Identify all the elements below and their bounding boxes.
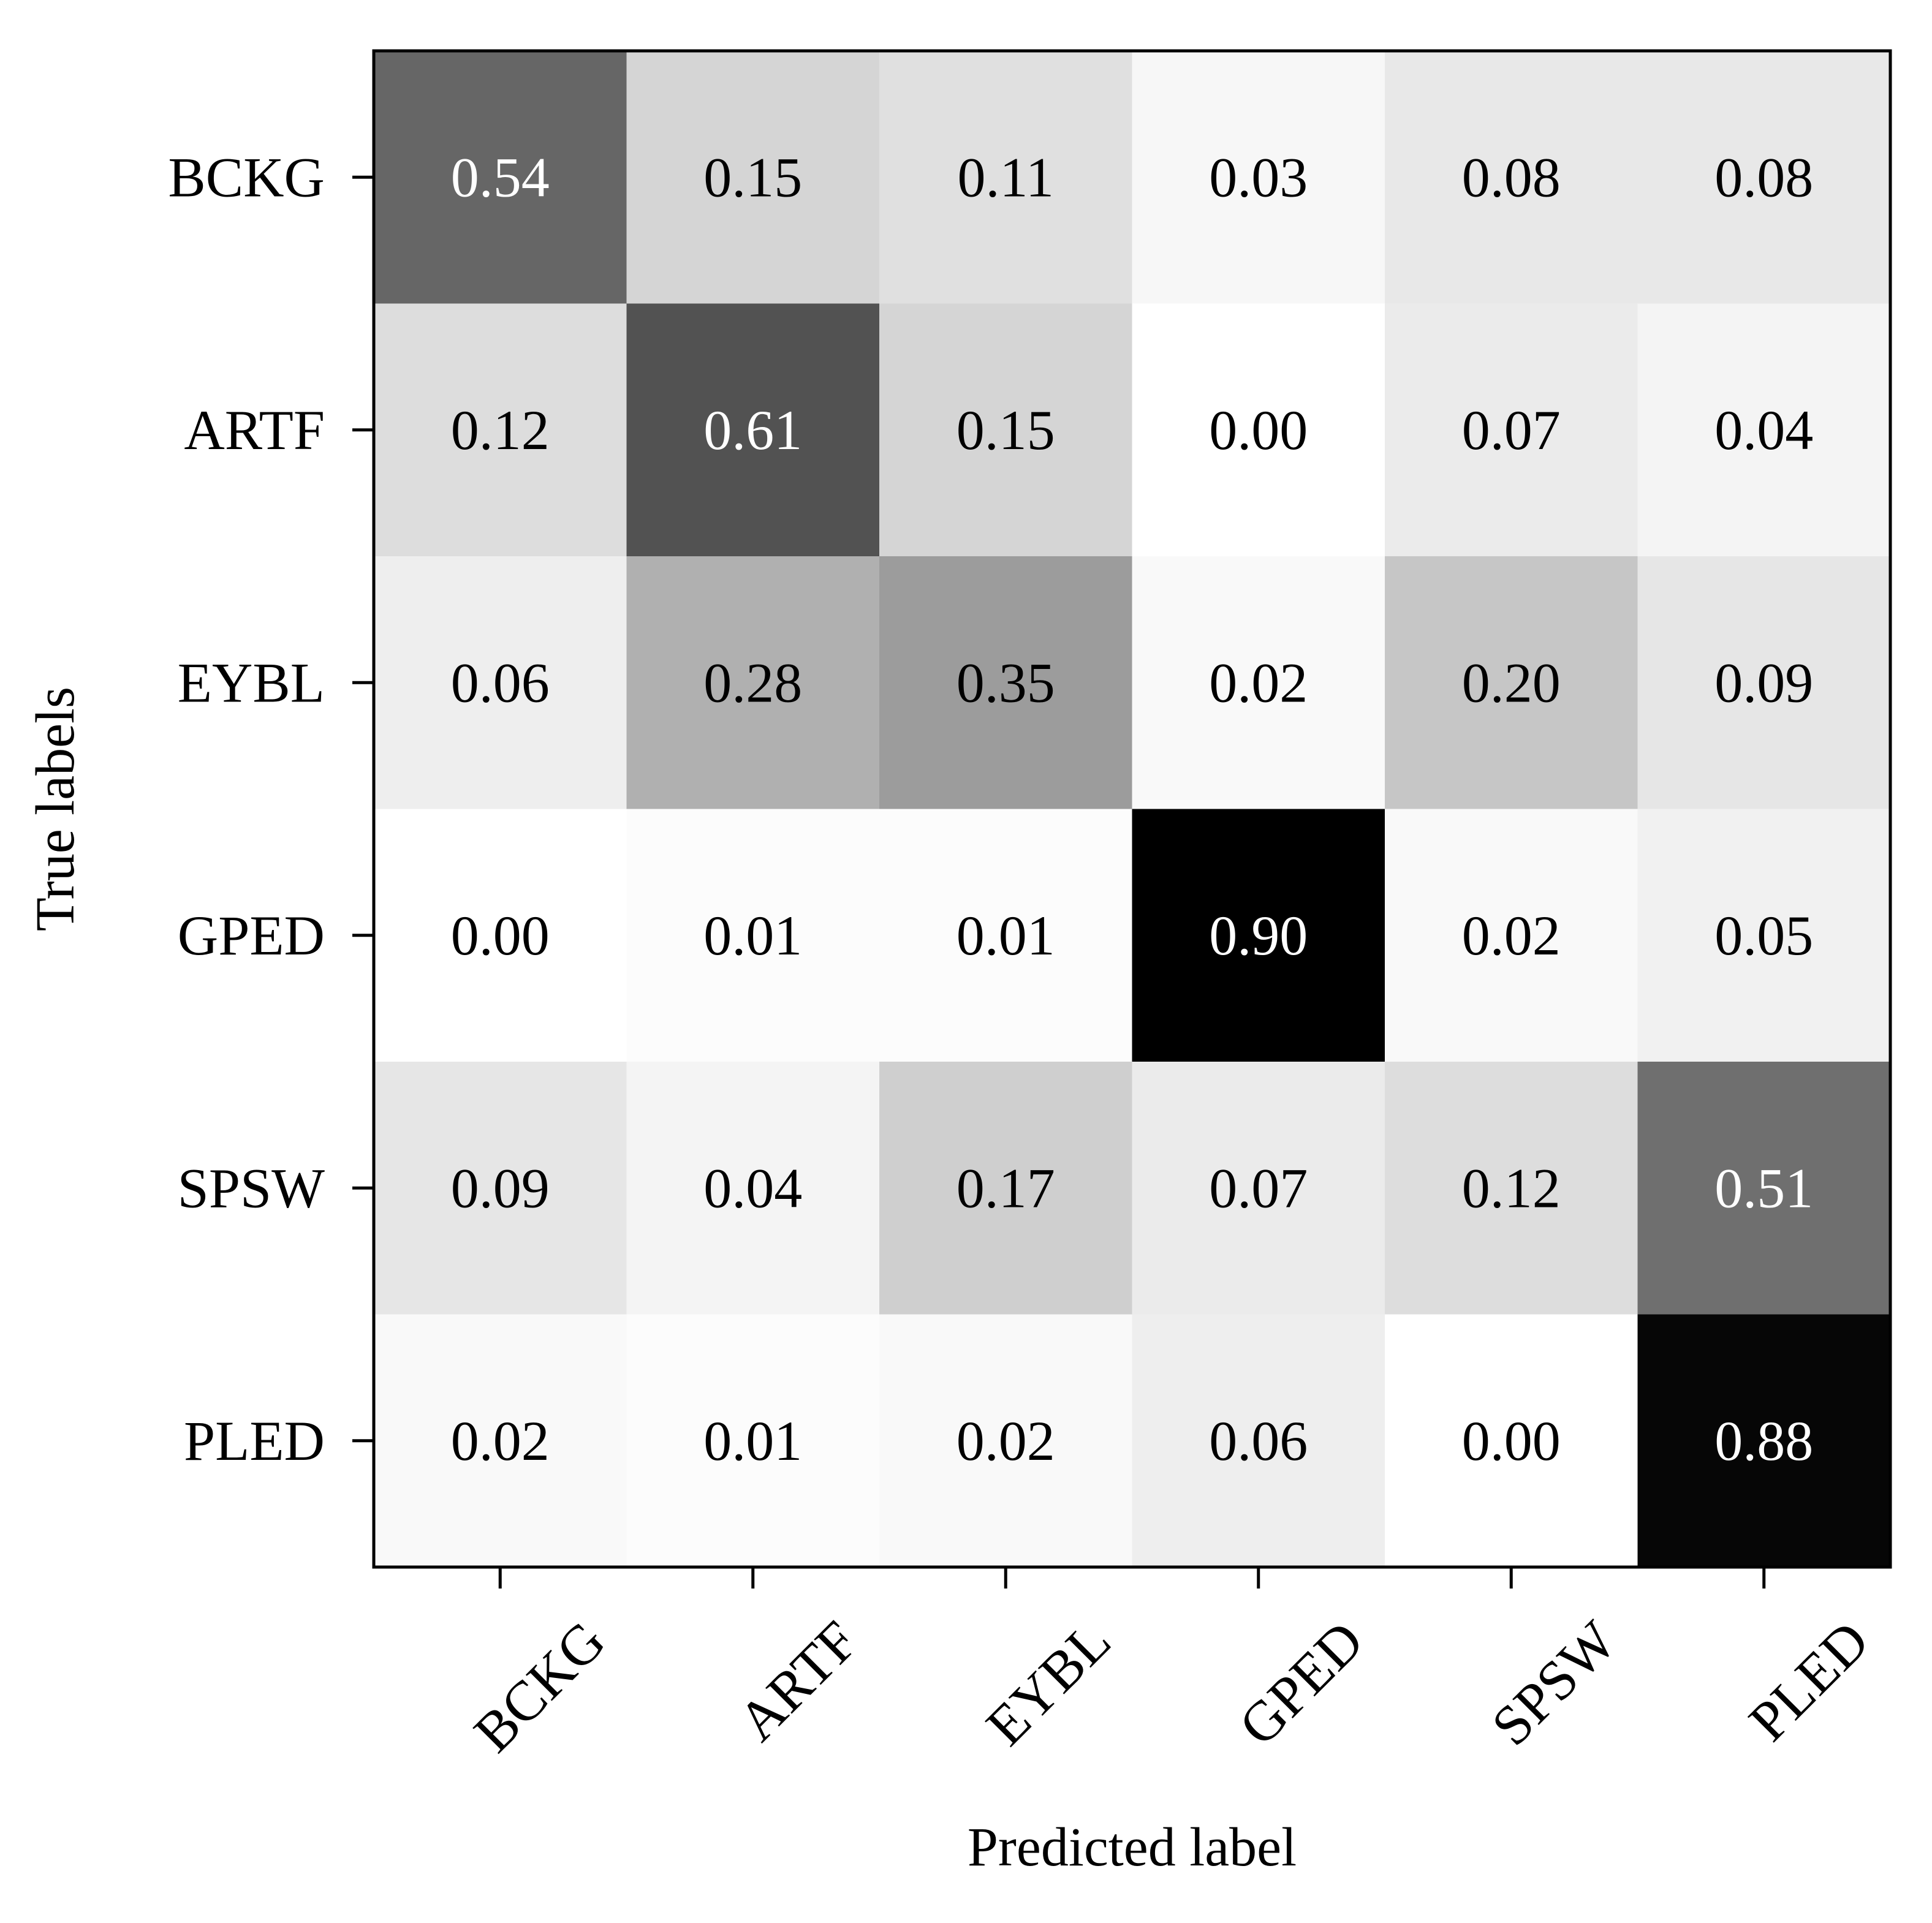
heatmap-cell — [1637, 556, 1891, 809]
y-axis-ticks: BCKG ARTF EYBL GPED SPSW PLED — [168, 146, 374, 1472]
cell-value-label: 0.35 — [957, 651, 1055, 714]
heatmap-cell — [1385, 556, 1638, 809]
y-tick-label: PLED — [184, 1410, 325, 1472]
cell-value-label: 0.11 — [957, 146, 1054, 208]
cell-value-label: 0.04 — [703, 1157, 802, 1219]
cell-value-label: 0.54 — [451, 146, 550, 208]
x-axis-ticks: BCKG ARTF EYBL GPED SPSW PLED — [462, 1567, 1881, 1764]
cell-value-label: 0.02 — [1209, 651, 1308, 714]
cell-value-label: 0.08 — [1714, 146, 1813, 208]
heatmap-cell — [1385, 303, 1638, 557]
heatmap-cell — [879, 1062, 1132, 1315]
heatmap-cells — [374, 51, 1891, 1568]
plot-frame — [372, 49, 1892, 1569]
x-tick-label: ARTF — [726, 1609, 870, 1753]
cell-value-label: 0.15 — [957, 399, 1055, 461]
heatmap-cell — [1637, 51, 1891, 304]
heatmap-cell — [374, 1062, 627, 1315]
cell-value-label: 0.17 — [957, 1157, 1055, 1219]
x-axis-label: Predicted label — [968, 1817, 1297, 1878]
cell-value-label: 0.06 — [451, 651, 550, 714]
heatmap-cell — [374, 303, 627, 557]
cell-value-label: 0.12 — [451, 399, 550, 461]
heatmap-cell — [1637, 809, 1891, 1062]
cell-value-label: 0.02 — [957, 1410, 1055, 1472]
heatmap-cell — [879, 1314, 1132, 1568]
y-tick-label: SPSW — [178, 1157, 325, 1219]
cell-value-label: 0.90 — [1209, 904, 1308, 967]
cell-value-label: 0.07 — [1462, 399, 1561, 461]
heatmap-cell — [1132, 303, 1385, 557]
heatmap-cell — [879, 809, 1132, 1062]
cell-value-label: 0.09 — [451, 1157, 550, 1219]
heatmap-cell — [1385, 809, 1638, 1062]
heatmap-cell — [879, 556, 1132, 809]
y-tick-label: GPED — [178, 904, 325, 967]
x-tick-label: PLED — [1737, 1609, 1881, 1753]
cell-value-label: 0.03 — [1209, 146, 1308, 208]
cell-value-label: 0.04 — [1714, 399, 1813, 461]
heatmap-cell — [626, 303, 880, 557]
heatmap-cell — [1637, 1314, 1891, 1568]
cell-value-label: 0.02 — [1462, 904, 1561, 967]
heatmap-cell — [1132, 1314, 1385, 1568]
heatmap-cell — [374, 51, 627, 304]
cell-value-label: 0.28 — [703, 651, 802, 714]
heatmap-cell — [374, 556, 627, 809]
x-tick-label: EYBL — [974, 1609, 1123, 1757]
cell-value-label: 0.09 — [1714, 651, 1813, 714]
heatmap-cell — [1132, 809, 1385, 1062]
heatmap-cell — [626, 51, 880, 304]
cell-value-label: 0.08 — [1462, 146, 1561, 208]
heatmap-cell — [626, 1314, 880, 1568]
cell-value-label: 0.07 — [1209, 1157, 1308, 1219]
cell-value-label: 0.00 — [1209, 399, 1308, 461]
cell-value-label: 0.12 — [1462, 1157, 1561, 1219]
heatmap-cell — [1385, 1062, 1638, 1315]
y-axis-label: True labels — [25, 687, 86, 931]
heatmap-cell — [1132, 51, 1385, 304]
heatmap-cell — [879, 51, 1132, 304]
y-tick-label: EYBL — [178, 651, 325, 714]
heatmap-cell — [626, 1062, 880, 1315]
heatmap-cell — [626, 556, 880, 809]
heatmap-cell — [1132, 556, 1385, 809]
cell-value-label: 0.01 — [703, 904, 802, 967]
y-tick-label: ARTF — [184, 399, 325, 461]
heatmap-cell — [374, 809, 627, 1062]
y-tick-label: BCKG — [168, 146, 325, 208]
heatmap-cell — [1385, 1314, 1638, 1568]
cell-value-label: 0.20 — [1462, 651, 1561, 714]
cell-value-label: 0.00 — [1462, 1410, 1561, 1472]
cell-value-label: 0.00 — [451, 904, 550, 967]
cell-value-label: 0.15 — [703, 146, 802, 208]
cell-value-label: 0.88 — [1714, 1410, 1813, 1472]
heatmap-cell — [1132, 1062, 1385, 1315]
heatmap-cell — [374, 1314, 627, 1568]
heatmap-cell — [1385, 51, 1638, 304]
x-tick-label: GPED — [1227, 1609, 1375, 1757]
cell-value-label: 0.02 — [451, 1410, 550, 1472]
heatmap-cell — [879, 303, 1132, 557]
heatmap-cell — [626, 809, 880, 1062]
heatmap-cell — [1637, 303, 1891, 557]
heatmap-cell-labels: 0.54 0.15 0.11 0.03 0.08 0.08 0.12 0.61 0.15 0.00… — [451, 146, 1814, 1472]
cell-value-label: 0.01 — [703, 1410, 802, 1472]
x-tick-label: SPSW — [1480, 1609, 1628, 1757]
cell-value-label: 0.61 — [703, 399, 802, 461]
heatmap-cell — [1637, 1062, 1891, 1315]
cell-value-label: 0.06 — [1209, 1410, 1308, 1472]
cell-value-label: 0.51 — [1714, 1157, 1813, 1219]
cell-value-label: 0.05 — [1714, 904, 1813, 967]
cell-value-label: 0.01 — [957, 904, 1055, 967]
x-tick-label: BCKG — [462, 1609, 617, 1764]
